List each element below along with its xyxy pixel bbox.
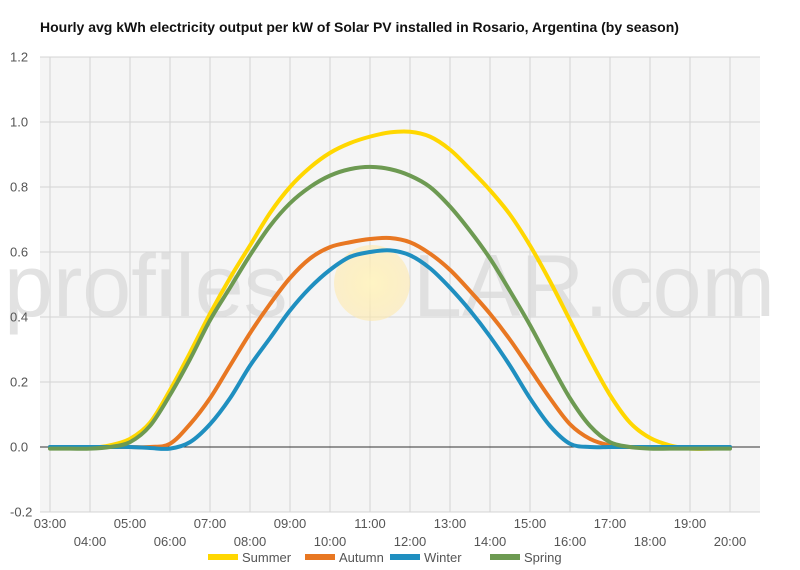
y-tick-label: 0.4 [10, 310, 28, 325]
legend-label-spring: Spring [524, 550, 562, 565]
y-axis-ticks: -0.2 0.0 0.2 0.4 0.6 0.8 1.0 1.2 [10, 50, 32, 520]
y-tick-label: 0.0 [10, 440, 28, 455]
x-tick-label: 10:00 [314, 534, 347, 549]
x-tick-label: 13:00 [434, 516, 467, 531]
x-tick-label: 18:00 [634, 534, 667, 549]
y-tick-label: 1.2 [10, 50, 28, 65]
chart-title: Hourly avg kWh electricity output per kW… [40, 19, 679, 35]
x-tick-label: 05:00 [114, 516, 147, 531]
x-tick-label: 11:00 [354, 516, 386, 531]
legend-swatch-autumn [305, 554, 335, 560]
legend-swatch-spring [490, 554, 520, 560]
x-tick-label: 08:00 [234, 534, 267, 549]
series-lines [48, 129, 732, 451]
x-tick-label: 03:00 [34, 516, 67, 531]
y-tick-label: 0.6 [10, 245, 28, 260]
x-axis-ticks: 03:00 04:00 05:00 06:00 07:00 08:00 09:00 10:00… [34, 516, 747, 549]
y-tick-label: 0.2 [10, 375, 28, 390]
series-line-summer [48, 129, 732, 451]
x-tick-label: 09:00 [274, 516, 307, 531]
y-tick-label: 1.0 [10, 115, 28, 130]
x-tick-label: 16:00 [554, 534, 587, 549]
legend-label-summer: Summer [242, 550, 292, 565]
legend-label-autumn: Autumn [339, 550, 384, 565]
x-tick-label: 07:00 [194, 516, 227, 531]
x-tick-label: 14:00 [474, 534, 507, 549]
x-tick-label: 17:00 [594, 516, 627, 531]
watermark-text-left: profiles [4, 236, 288, 335]
x-tick-label: 06:00 [154, 534, 187, 549]
series-line-winter [48, 248, 732, 451]
y-tick-label: -0.2 [10, 505, 32, 520]
y-tick-label: 0.8 [10, 180, 28, 195]
x-tick-label: 15:00 [514, 516, 547, 531]
x-tick-label: 04:00 [74, 534, 107, 549]
legend-swatch-winter [390, 554, 420, 560]
watermark-text-right: LAR.com [413, 236, 775, 335]
legend-swatch-summer [208, 554, 238, 560]
legend: Summer Autumn Winter Spring [208, 550, 562, 565]
legend-label-winter: Winter [424, 550, 462, 565]
watermark-sun-icon [334, 245, 410, 321]
x-tick-label: 19:00 [674, 516, 707, 531]
watermark-logo: profiles LAR.com [4, 236, 775, 335]
gridlines [40, 56, 760, 513]
series-line-spring [48, 164, 732, 451]
x-tick-label: 20:00 [714, 534, 747, 549]
x-tick-label: 12:00 [394, 534, 427, 549]
